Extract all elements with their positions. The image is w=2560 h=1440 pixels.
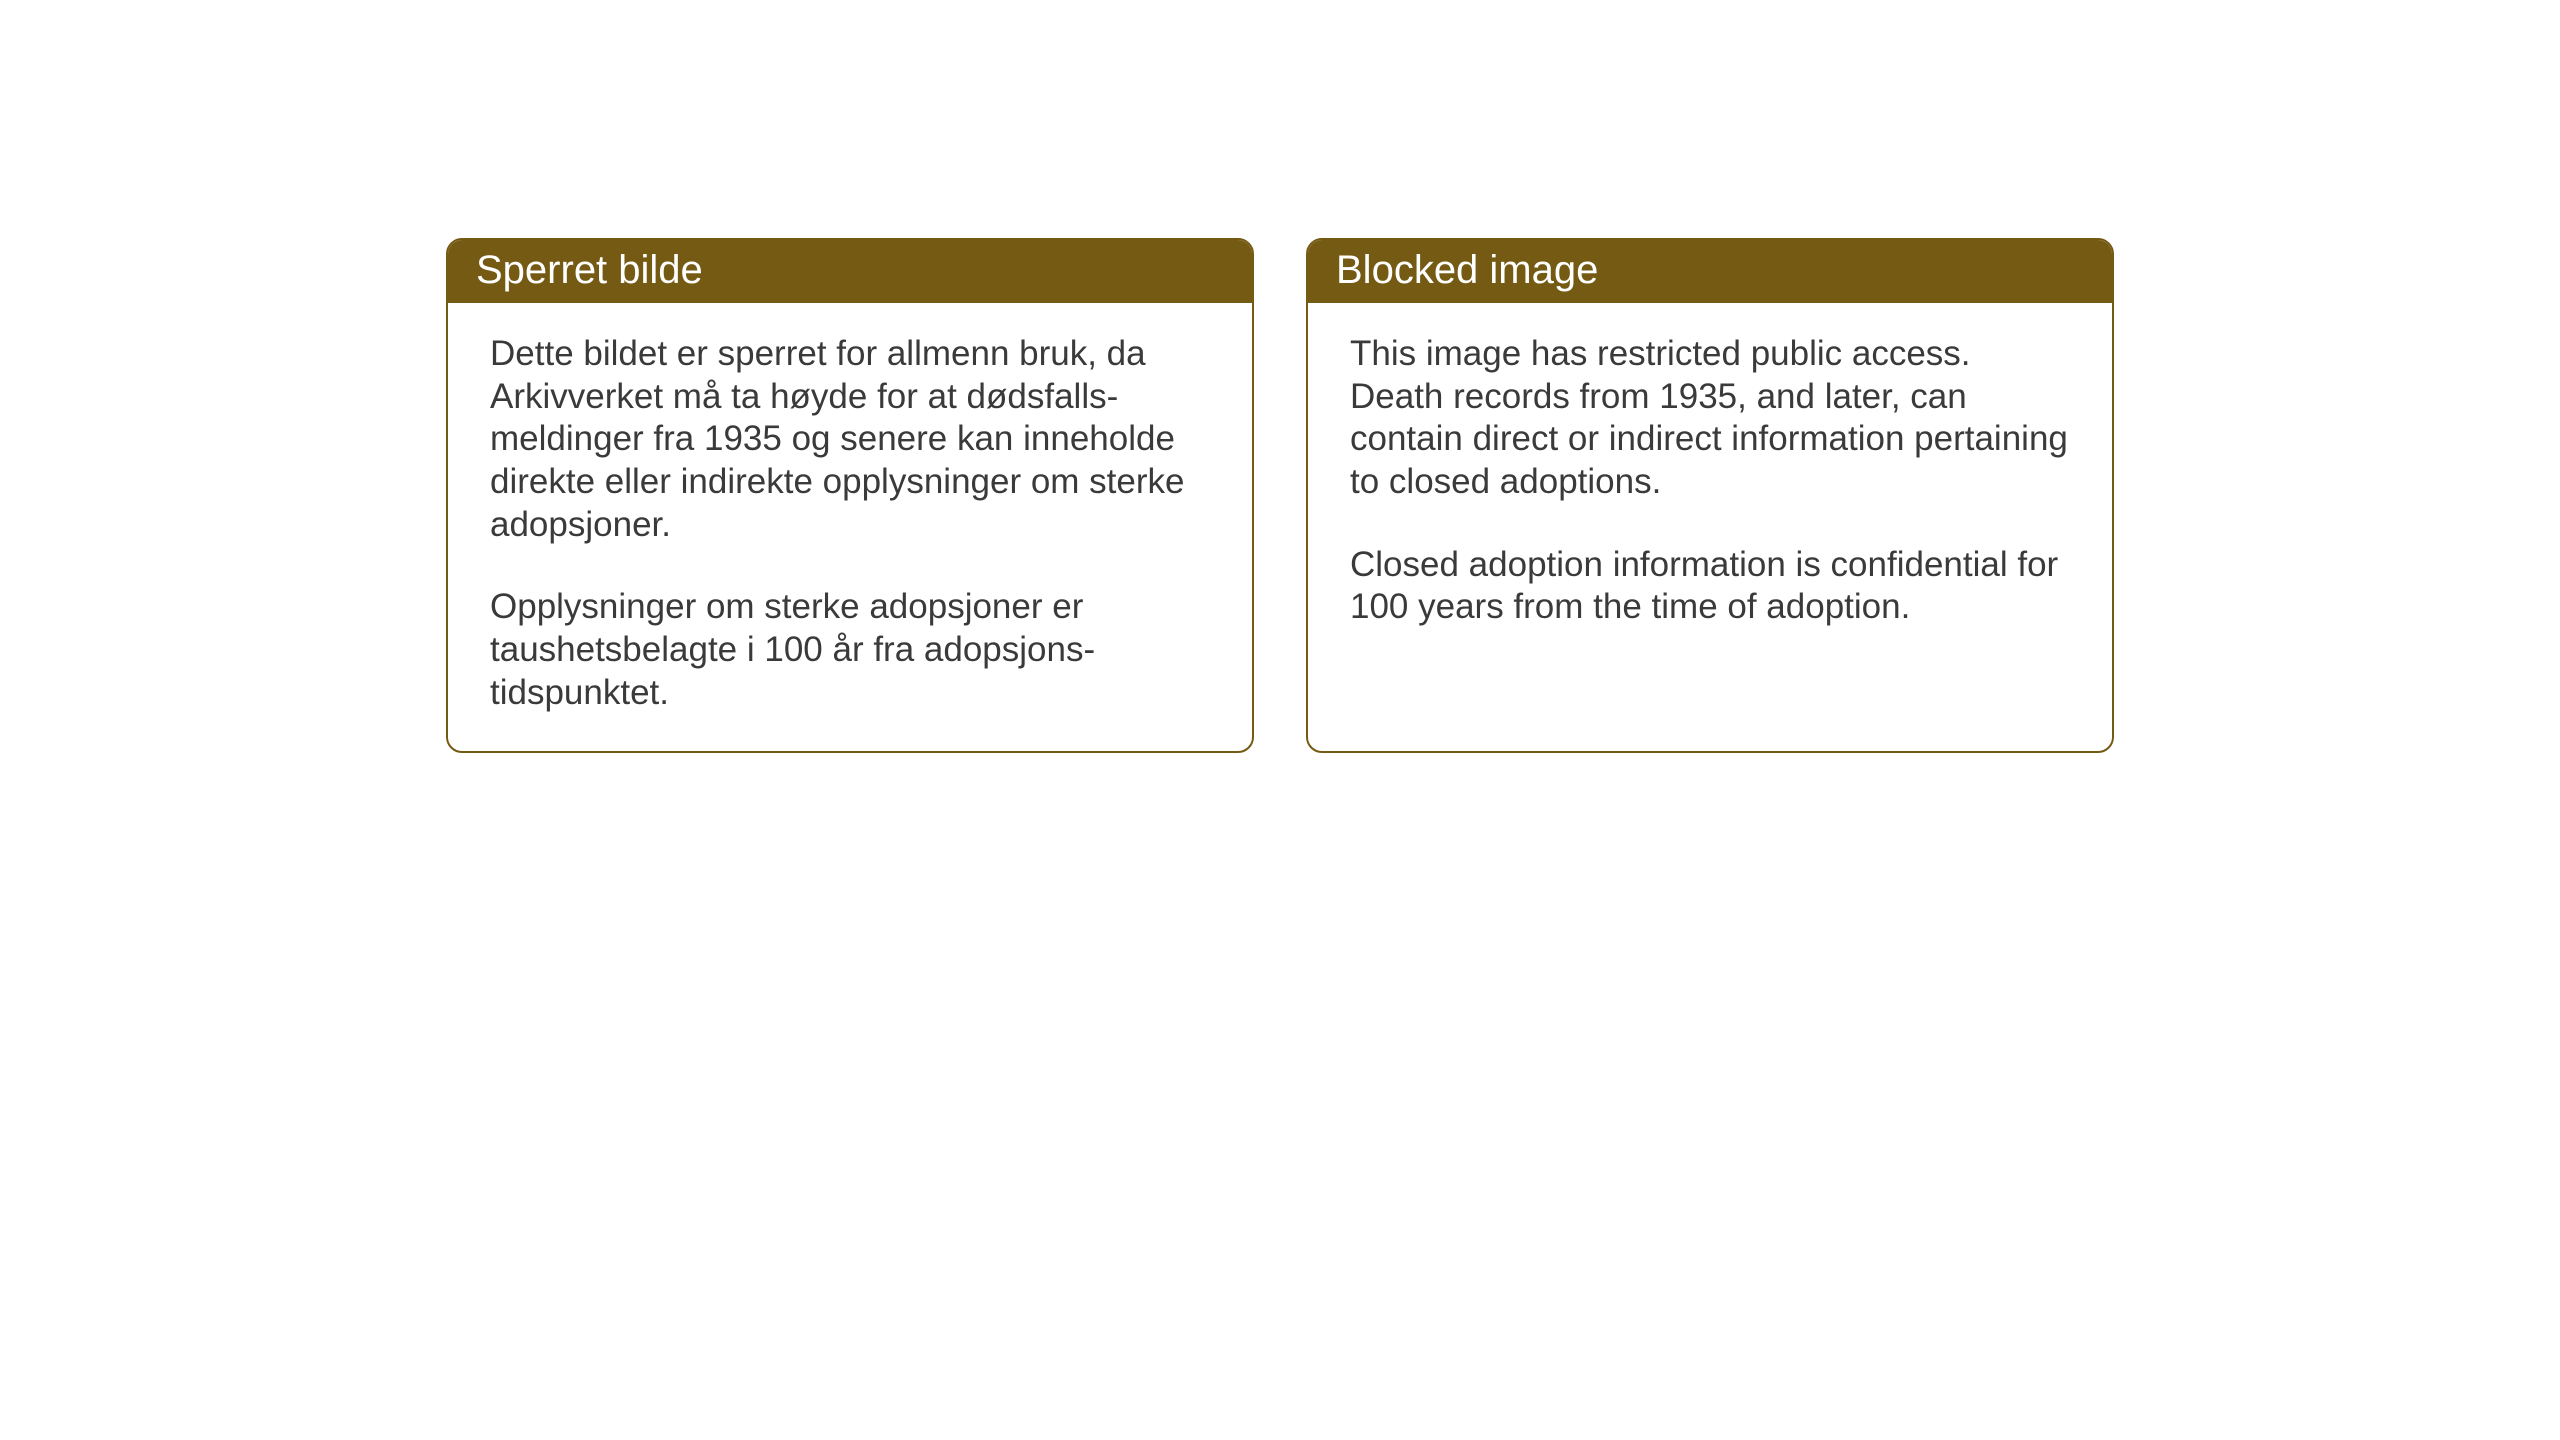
norwegian-card-body: Dette bildet er sperret for allmenn bruk… <box>448 303 1252 751</box>
norwegian-card: Sperret bilde Dette bildet er sperret fo… <box>446 238 1254 753</box>
english-paragraph-2: Closed adoption information is confident… <box>1350 544 2070 629</box>
english-card: Blocked image This image has restricted … <box>1306 238 2114 753</box>
english-card-body: This image has restricted public access.… <box>1308 303 2112 745</box>
norwegian-paragraph-1: Dette bildet er sperret for allmenn bruk… <box>490 333 1210 546</box>
norwegian-card-header: Sperret bilde <box>448 240 1252 303</box>
norwegian-paragraph-2: Opplysninger om sterke adopsjoner er tau… <box>490 586 1210 714</box>
english-paragraph-1: This image has restricted public access.… <box>1350 333 2070 504</box>
english-card-header: Blocked image <box>1308 240 2112 303</box>
cards-container: Sperret bilde Dette bildet er sperret fo… <box>446 238 2114 753</box>
